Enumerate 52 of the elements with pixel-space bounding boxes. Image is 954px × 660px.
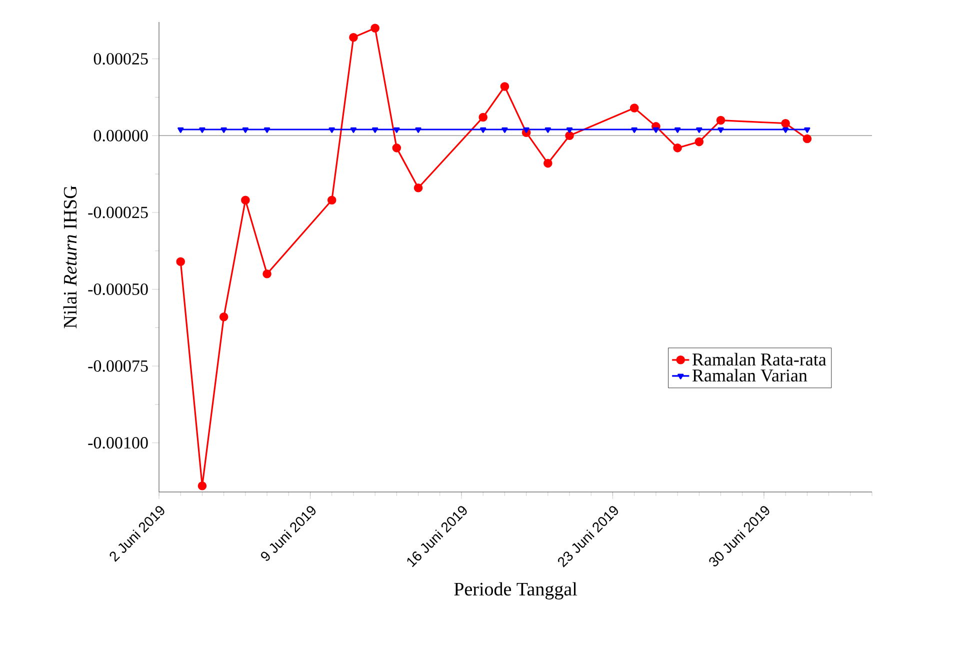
point [565, 131, 574, 140]
point [781, 118, 790, 128]
point [566, 127, 573, 133]
point [220, 127, 227, 133]
point [480, 127, 486, 133]
point [328, 127, 335, 133]
y-tick-label: -0.00075 [88, 360, 148, 372]
point [219, 312, 228, 322]
point [370, 24, 380, 33]
point [544, 158, 552, 168]
point [392, 144, 402, 152]
point [782, 127, 789, 133]
point [696, 127, 702, 133]
legend-label: Ramalan Rata-rata [692, 352, 826, 366]
point [178, 127, 184, 133]
point [372, 127, 378, 133]
point [241, 196, 250, 205]
point [198, 481, 207, 490]
y-tick-label: -0.00100 [88, 437, 148, 449]
point [242, 127, 248, 133]
point [631, 127, 638, 133]
point [262, 269, 272, 278]
point [804, 127, 810, 133]
point [630, 104, 639, 112]
x-axis-title: Periode Tanggal [454, 582, 577, 600]
point [349, 32, 358, 42]
y-tick-label: -0.00050 [88, 283, 148, 296]
point [716, 116, 726, 125]
point [414, 183, 423, 192]
y-axis-title: Nilai Return IHSG [63, 186, 77, 328]
point [673, 144, 682, 152]
point [415, 127, 422, 133]
point [544, 127, 551, 133]
point [523, 127, 530, 133]
point [674, 127, 681, 133]
point [394, 127, 400, 133]
point [802, 134, 812, 144]
point [264, 127, 270, 133]
point [718, 127, 724, 133]
point [694, 137, 704, 146]
y-tick-label: -0.00025 [88, 206, 148, 218]
point [478, 112, 488, 122]
y-tick-label: 0.00000 [94, 130, 148, 142]
point [199, 127, 206, 133]
point [502, 127, 508, 133]
y-tick-label: 0.00025 [94, 53, 148, 65]
point [350, 127, 357, 133]
point [652, 127, 659, 133]
legend-label: Ramalan Varian [692, 368, 808, 382]
point [327, 196, 336, 205]
point [500, 82, 510, 91]
point [176, 257, 186, 266]
